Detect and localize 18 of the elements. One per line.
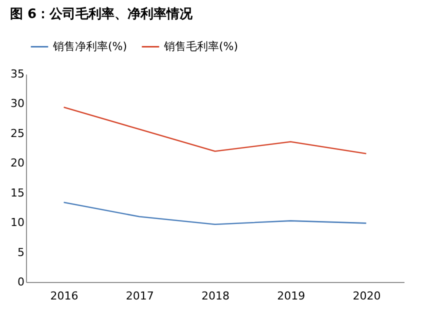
legend-label: 销售净利率(%) <box>52 40 128 53</box>
y-tick-label: 25 <box>10 126 24 140</box>
chart-title: 图 6：公司毛利率、净利率情况 <box>10 6 194 22</box>
x-tick-label: 2020 <box>352 290 381 302</box>
line-series <box>63 106 367 154</box>
y-tick-label: 35 <box>10 68 24 80</box>
x-tick-label: 2016 <box>50 290 78 302</box>
y-tick-label: 0 <box>18 276 24 288</box>
x-tick-label: 2017 <box>126 290 154 302</box>
y-tick-label: 10 <box>10 216 24 230</box>
legend-label: 销售毛利率(%) <box>163 40 238 53</box>
y-tick-label: 15 <box>10 186 24 200</box>
y-tick-label: 20 <box>10 156 24 170</box>
x-tick-label: 2019 <box>277 290 306 302</box>
line-series <box>63 202 367 226</box>
y-tick-label: 30 <box>10 97 24 110</box>
y-tick-label: 5 <box>18 246 24 259</box>
x-tick-label: 2018 <box>202 290 230 302</box>
